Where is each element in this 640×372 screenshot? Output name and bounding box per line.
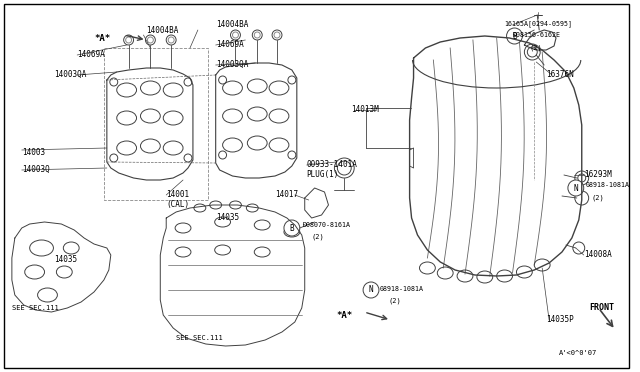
Text: 14004BA: 14004BA xyxy=(147,26,179,35)
Text: (CAL): (CAL) xyxy=(166,200,189,209)
Text: 14069A: 14069A xyxy=(216,40,243,49)
Text: SEE SEC.111: SEE SEC.111 xyxy=(176,335,223,341)
Text: 08918-1081A: 08918-1081A xyxy=(380,286,424,292)
Text: N: N xyxy=(369,285,373,295)
Circle shape xyxy=(284,220,300,236)
Text: 14003: 14003 xyxy=(22,148,45,157)
Text: *A*: *A* xyxy=(94,33,110,42)
Text: 14017: 14017 xyxy=(275,190,298,199)
Text: (2): (2) xyxy=(312,233,324,240)
Circle shape xyxy=(568,180,584,196)
Text: 08918-1081A: 08918-1081A xyxy=(586,182,630,188)
Text: 14035: 14035 xyxy=(216,213,239,222)
Text: 14013M: 14013M xyxy=(351,105,379,114)
Text: 14003QA: 14003QA xyxy=(216,60,248,69)
Text: 14069A: 14069A xyxy=(77,50,105,59)
Text: 14003QA: 14003QA xyxy=(54,70,87,79)
Text: FRONT: FRONT xyxy=(589,304,614,312)
Text: 14008A: 14008A xyxy=(584,250,611,259)
Text: N: N xyxy=(573,183,578,192)
Text: 16293M: 16293M xyxy=(584,170,611,179)
Text: *A*: *A* xyxy=(337,311,353,320)
Text: SEE SEC.111: SEE SEC.111 xyxy=(12,305,59,311)
Text: 14035P: 14035P xyxy=(546,315,574,324)
Circle shape xyxy=(363,282,379,298)
Text: 00933-1401A: 00933-1401A xyxy=(307,160,358,169)
Text: 14004BA: 14004BA xyxy=(216,20,248,29)
Text: Ð08156-6162E: Ð08156-6162E xyxy=(513,32,561,38)
Text: 16376N: 16376N xyxy=(546,70,574,79)
Text: Ð08070-8161A: Ð08070-8161A xyxy=(301,222,349,228)
Text: PLUG(1): PLUG(1) xyxy=(307,170,339,179)
Text: A'<0^0'07: A'<0^0'07 xyxy=(559,350,597,356)
Text: B: B xyxy=(512,32,516,41)
Text: 14001: 14001 xyxy=(166,190,189,199)
Text: 14035: 14035 xyxy=(54,255,77,264)
Text: (2): (2) xyxy=(529,44,542,51)
Text: 14003Q: 14003Q xyxy=(22,165,49,174)
Text: 16165A[0294-0595]: 16165A[0294-0595] xyxy=(504,20,573,27)
Circle shape xyxy=(507,28,522,44)
Text: (2): (2) xyxy=(389,297,401,304)
Text: (2): (2) xyxy=(591,194,604,201)
Text: B: B xyxy=(289,224,294,232)
